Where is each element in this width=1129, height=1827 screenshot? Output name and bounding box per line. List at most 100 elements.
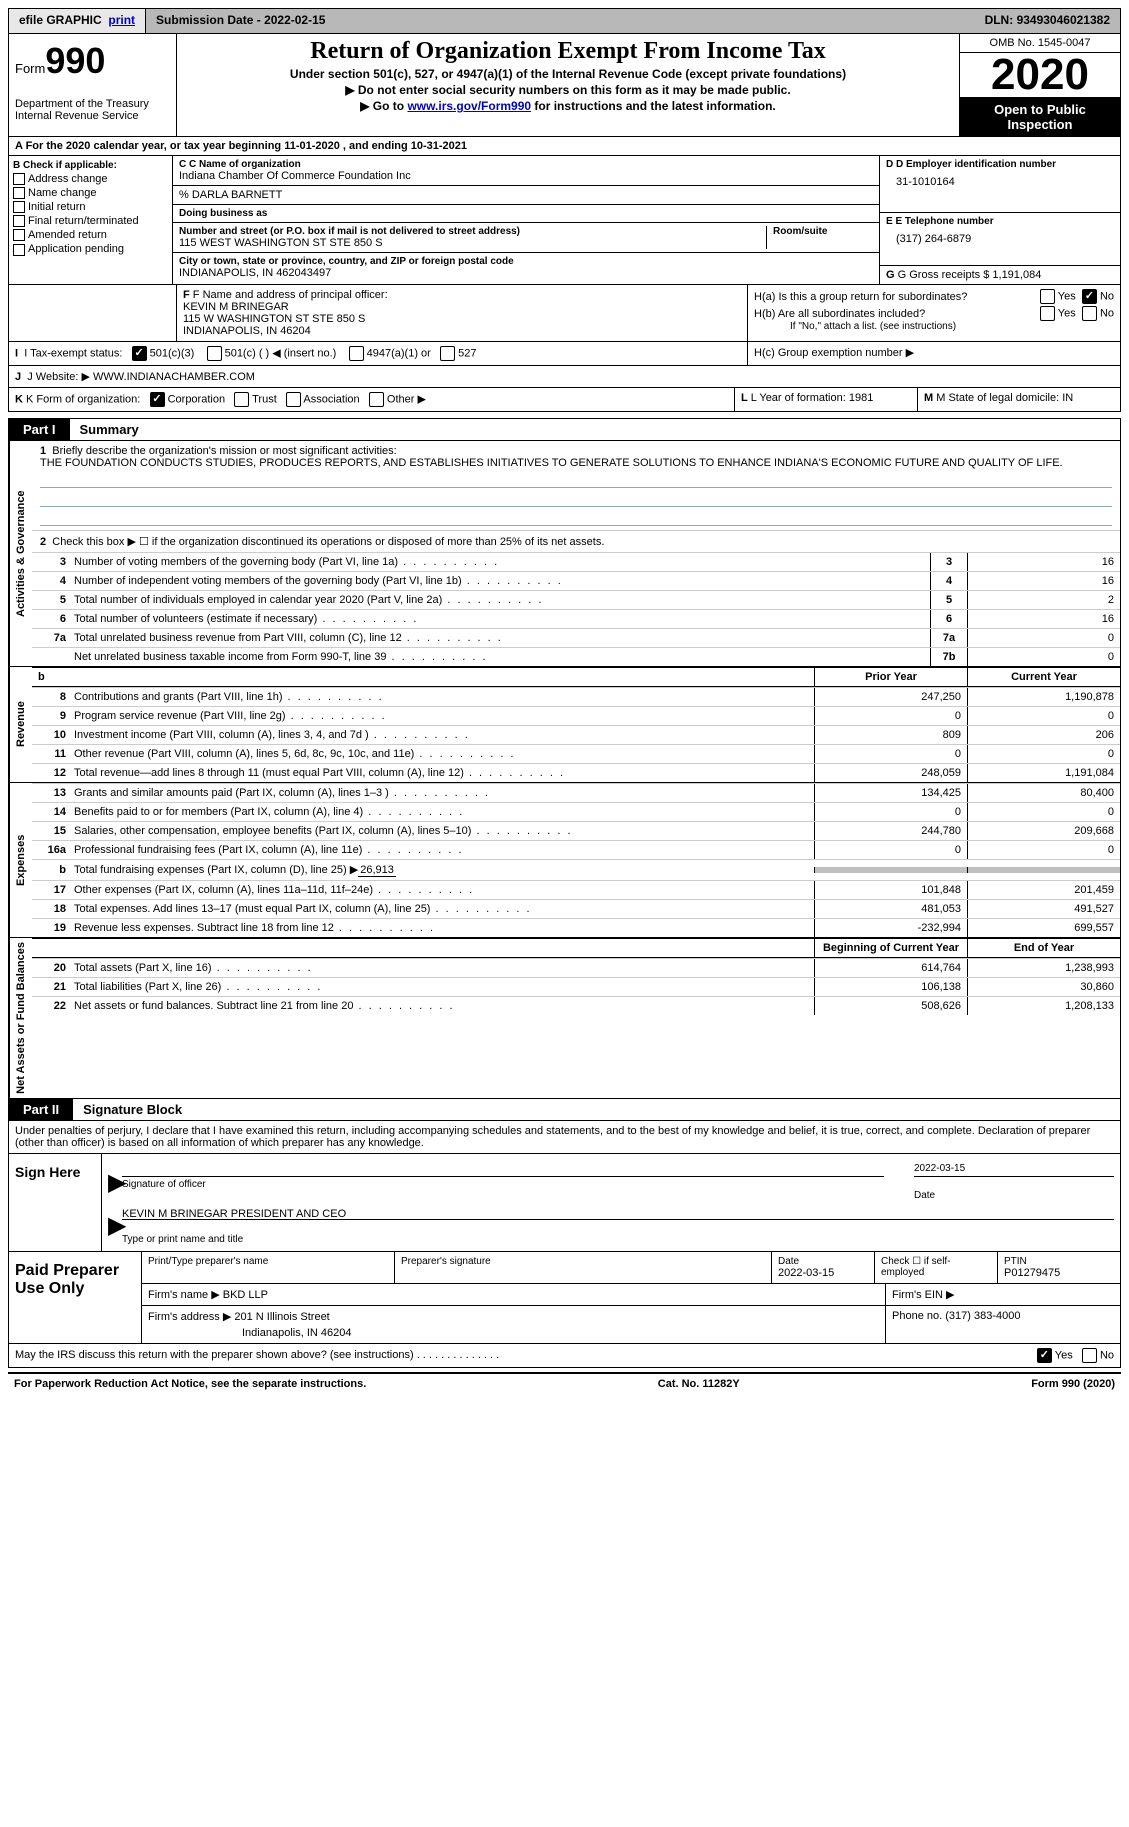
k-other-checkbox[interactable] (369, 392, 384, 407)
discuss-yes-checkbox[interactable]: ✓ (1037, 1348, 1052, 1363)
ein-cell: D D Employer identification number 31-10… (880, 156, 1120, 213)
data-row: 4Number of independent voting members of… (32, 571, 1120, 590)
section-b: B Check if applicable: Address changeNam… (9, 156, 173, 284)
period-bar: A For the 2020 calendar year, or tax yea… (8, 137, 1121, 156)
header-left: Form990 Department of the Treasury Inter… (9, 34, 177, 136)
data-row: 20Total assets (Part X, line 16)614,7641… (32, 958, 1120, 977)
header-center: Return of Organization Exempt From Incom… (177, 34, 959, 136)
expenses-section: Expenses 13Grants and similar amounts pa… (8, 783, 1121, 938)
data-row: 6Total number of volunteers (estimate if… (32, 609, 1120, 628)
ha-no-checkbox[interactable]: ✓ (1082, 289, 1097, 304)
section-hc: H(c) Group exemption number ▶ (748, 342, 1120, 365)
sign-here-block: Sign Here ▶ Signature of officer 2022-03… (8, 1154, 1121, 1252)
data-row: 9Program service revenue (Part VIII, lin… (32, 706, 1120, 725)
hb-no-checkbox[interactable] (1082, 306, 1097, 321)
header-right: OMB No. 1545-0047 2020 Open to Public In… (959, 34, 1120, 136)
dept-label: Department of the Treasury Internal Reve… (15, 98, 170, 122)
sig-date-line: 2022-03-15 Date (914, 1176, 1114, 1201)
section-klm: K K Form of organization: ✓ Corporation … (8, 388, 1121, 412)
revenue-section: Revenue b Prior Year Current Year 8Contr… (8, 667, 1121, 783)
note-link: ▶ Go to www.irs.gov/Form990 for instruct… (187, 99, 949, 113)
k-assoc-checkbox[interactable] (286, 392, 301, 407)
4947-checkbox[interactable] (349, 346, 364, 361)
check-line[interactable]: Application pending (13, 243, 168, 255)
data-row: 5Total number of individuals employed in… (32, 590, 1120, 609)
527-checkbox[interactable] (440, 346, 455, 361)
efile-button[interactable]: efile GRAPHIC print (9, 9, 146, 33)
footer-center: Cat. No. 11282Y (658, 1378, 740, 1390)
data-row: 17Other expenses (Part IX, column (A), l… (32, 880, 1120, 899)
check-line[interactable]: Amended return (13, 229, 168, 241)
paid-preparer-label: Paid Preparer Use Only (9, 1252, 142, 1343)
part2-title: Signature Block (73, 1099, 192, 1120)
declaration-text: Under penalties of perjury, I declare th… (8, 1121, 1121, 1154)
check-line[interactable]: Initial return (13, 201, 168, 213)
org-name-cell: C C Name of organization Indiana Chamber… (173, 156, 879, 186)
street-cell: Number and street (or P.O. box if mail i… (173, 223, 879, 253)
k-corp-checkbox[interactable]: ✓ (150, 392, 165, 407)
prep-row-2: Firm's name ▶ BKD LLP Firm's EIN ▶ (142, 1284, 1120, 1306)
form-subtitle: Under section 501(c), 527, or 4947(a)(1)… (187, 67, 949, 81)
501c3-checkbox[interactable]: ✓ (132, 346, 147, 361)
care-of-cell: % DARLA BARNETT (173, 186, 879, 205)
data-row: 7aTotal unrelated business revenue from … (32, 628, 1120, 647)
spacer-left (9, 285, 177, 341)
form-number: 990 (45, 40, 105, 81)
phone-cell: E E Telephone number (317) 264-6879 (880, 213, 1120, 266)
signature-line: Signature of officer (122, 1176, 884, 1201)
irs-link[interactable]: www.irs.gov/Form990 (407, 99, 531, 113)
mission-block: 1 Briefly describe the organization's mi… (32, 441, 1120, 530)
check-line[interactable]: Address change (13, 173, 168, 185)
data-row: 21Total liabilities (Part X, line 26)106… (32, 977, 1120, 996)
arrow-icon: ▶ (108, 1176, 122, 1201)
section-c: C C Name of organization Indiana Chamber… (173, 156, 879, 284)
gov-tab: Activities & Governance (9, 441, 32, 666)
prep-row-3: Firm's address ▶ 201 N Illinois Street I… (142, 1306, 1120, 1343)
section-k: K K Form of organization: ✓ Corporation … (9, 388, 735, 411)
data-row: 19Revenue less expenses. Subtract line 1… (32, 918, 1120, 937)
discuss-no-checkbox[interactable] (1082, 1348, 1097, 1363)
governance-section: Activities & Governance 1 Briefly descri… (8, 441, 1121, 667)
footer-left: For Paperwork Reduction Act Notice, see … (14, 1378, 366, 1390)
check-line[interactable]: Final return/terminated (13, 215, 168, 227)
check-line[interactable]: Name change (13, 187, 168, 199)
section-bcd: B Check if applicable: Address changeNam… (8, 156, 1121, 285)
501c-checkbox[interactable] (207, 346, 222, 361)
form-990-page: efile GRAPHIC print Submission Date - 20… (0, 0, 1129, 1402)
section-i: I I Tax-exempt status: ✓ 501(c)(3) 501(c… (8, 342, 1121, 366)
data-row: Net unrelated business taxable income fr… (32, 647, 1120, 666)
officer-name-line: KEVIN M BRINEGAR PRESIDENT AND CEO Type … (122, 1219, 1114, 1245)
section-fh: F F Name and address of principal office… (8, 285, 1121, 342)
data-row: 22Net assets or fund balances. Subtract … (32, 996, 1120, 1015)
paid-preparer-block: Paid Preparer Use Only Print/Type prepar… (8, 1252, 1121, 1344)
submission-date: Submission Date - 2022-02-15 (146, 9, 975, 33)
ha-yes-checkbox[interactable] (1040, 289, 1055, 304)
data-row: bTotal fundraising expenses (Part IX, co… (32, 859, 1120, 880)
data-row: 18Total expenses. Add lines 13–17 (must … (32, 899, 1120, 918)
discuss-row: May the IRS discuss this return with the… (8, 1344, 1121, 1368)
rev-header: b Prior Year Current Year (32, 667, 1120, 687)
section-j: J J Website: ▶ WWW.INDIANACHAMBER.COM (8, 366, 1121, 388)
data-row: 14Benefits paid to or for members (Part … (32, 802, 1120, 821)
data-row: 13Grants and similar amounts paid (Part … (32, 783, 1120, 802)
part1-header: Part I Summary (8, 418, 1121, 441)
section-m: M M State of legal domicile: IN (918, 388, 1120, 411)
arrow-icon: ▶ (108, 1219, 122, 1245)
k-trust-checkbox[interactable] (234, 392, 249, 407)
hb-yes-checkbox[interactable] (1040, 306, 1055, 321)
dln: DLN: 93493046021382 (975, 9, 1120, 33)
part1-tag: Part I (9, 419, 70, 440)
tax-year: 2020 (960, 53, 1120, 98)
open-inspection: Open to Public Inspection (960, 98, 1120, 136)
exp-tab: Expenses (9, 783, 32, 937)
gross-cell: G G Gross receipts $ 1,191,084 (880, 266, 1120, 284)
section-f: F F Name and address of principal office… (177, 285, 748, 341)
section-l: L L Year of formation: 1981 (735, 388, 918, 411)
form-word: Form (15, 61, 45, 76)
q2-block: 2 Check this box ▶ ☐ if the organization… (32, 530, 1120, 552)
top-bar: efile GRAPHIC print Submission Date - 20… (8, 8, 1121, 34)
form-title: Return of Organization Exempt From Incom… (187, 38, 949, 65)
footer-bar: For Paperwork Reduction Act Notice, see … (8, 1372, 1121, 1394)
sign-here-label: Sign Here (9, 1154, 102, 1251)
data-row: 11Other revenue (Part VIII, column (A), … (32, 744, 1120, 763)
